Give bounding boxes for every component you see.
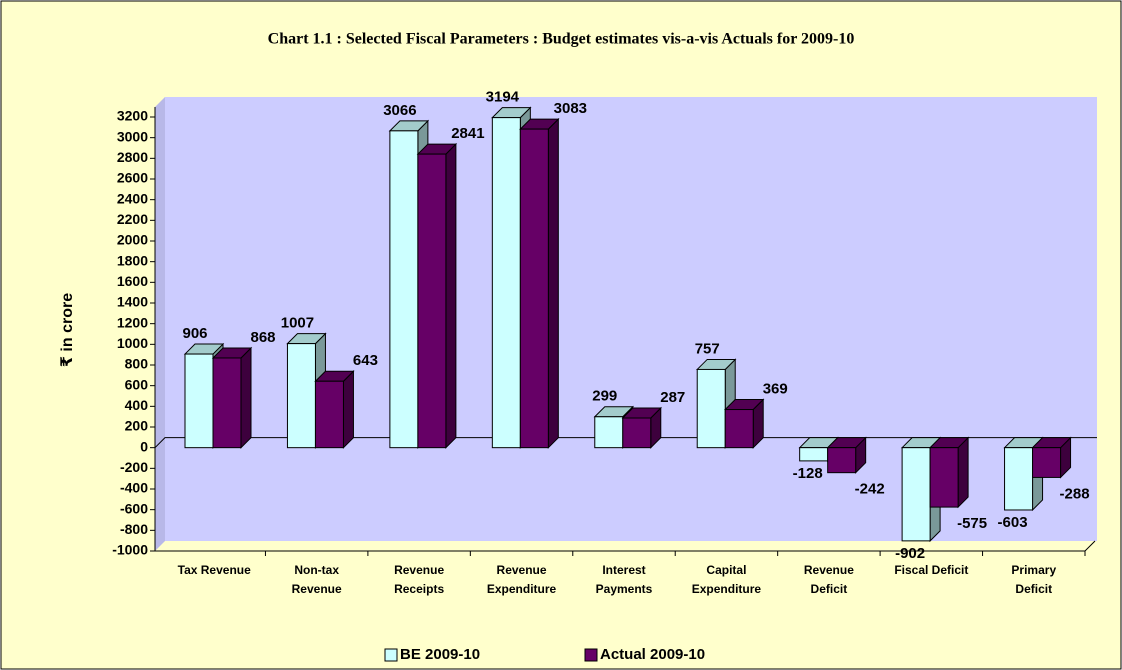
bar [212, 357, 242, 449]
x-tick-label: Revenue Receipts [394, 563, 444, 596]
legend-swatch [384, 648, 398, 662]
value-label: 3066 [383, 102, 416, 119]
x-tick-label: Non-tax Revenue [292, 563, 342, 596]
value-label: 3083 [554, 100, 587, 117]
y-tick-label: -400 [120, 480, 148, 496]
y-tick-label: 400 [125, 397, 149, 413]
value-label: 287 [660, 389, 685, 406]
value-label: 3194 [486, 89, 520, 106]
legend-swatch [584, 648, 598, 662]
bar [389, 130, 419, 449]
y-tick-label: 200 [125, 418, 149, 434]
bar [286, 343, 316, 449]
y-tick-label: -800 [120, 521, 148, 537]
plot-side-wall [155, 97, 165, 551]
value-label: -242 [855, 481, 885, 498]
x-tick-label: Fiscal Deficit [894, 563, 968, 577]
x-tick-label: Primary Deficit [1011, 563, 1056, 596]
chart-title: Chart 1.1 : Selected Fiscal Parameters :… [268, 31, 855, 48]
value-label: 643 [353, 352, 378, 369]
y-tick-label: 600 [125, 376, 149, 392]
bar [901, 447, 931, 542]
y-tick-label: -1000 [112, 542, 148, 558]
bar [314, 380, 344, 449]
y-axis-label: ₹ in crore [59, 293, 76, 367]
value-label: -603 [998, 514, 1028, 531]
bar [519, 128, 549, 449]
bar [1004, 447, 1034, 511]
bar-side [342, 370, 354, 449]
y-tick-label: -600 [120, 500, 148, 516]
y-tick-label: 3000 [117, 128, 148, 144]
bar [696, 368, 726, 449]
x-tick-label: Tax Revenue [178, 563, 251, 577]
value-label: 299 [592, 388, 617, 405]
bar [491, 117, 521, 449]
bar-side [240, 346, 252, 449]
bar [929, 447, 959, 508]
y-tick-label: -200 [120, 459, 148, 475]
bar [724, 409, 754, 449]
value-label: 906 [182, 325, 207, 342]
y-tick-label: 3200 [117, 108, 148, 124]
y-tick-label: 2000 [117, 232, 148, 248]
x-tick-label: Capital Expenditure [692, 563, 762, 596]
bar-side [547, 117, 559, 449]
legend-label: BE 2009-10 [400, 646, 480, 663]
y-tick-label: 2200 [117, 211, 148, 227]
x-tick-label: Interest Payments [596, 563, 653, 596]
value-label: -902 [895, 545, 925, 562]
bar [594, 416, 624, 449]
bar [622, 417, 652, 449]
y-tick-label: 2800 [117, 149, 148, 165]
bar [799, 447, 829, 462]
value-label: -288 [1060, 485, 1090, 502]
bar-side [957, 436, 969, 509]
value-label: -575 [957, 515, 987, 532]
y-tick-label: 1400 [117, 294, 148, 310]
value-label: 2841 [451, 125, 484, 142]
bar [184, 353, 214, 449]
legend-label: Actual 2009-10 [600, 646, 705, 663]
y-tick-label: 1000 [117, 335, 148, 351]
y-tick-label: 1600 [117, 273, 148, 289]
bar [1032, 447, 1062, 478]
bar-side [445, 142, 457, 449]
zero-line [154, 437, 1097, 449]
x-tick-label: Revenue Expenditure [487, 563, 557, 596]
value-label: 1007 [281, 315, 314, 332]
bar [827, 447, 857, 474]
bar [417, 153, 447, 449]
y-tick-label: 800 [125, 356, 149, 372]
y-tick-label: 0 [140, 438, 148, 454]
value-label: -128 [793, 465, 823, 482]
x-tick-label: Revenue Deficit [804, 563, 854, 596]
y-tick-label: 2400 [117, 190, 148, 206]
value-label: 369 [763, 381, 788, 398]
y-tick-label: 1200 [117, 314, 148, 330]
value-label: 757 [695, 340, 720, 357]
y-tick-label: 1800 [117, 252, 148, 268]
value-label: 868 [250, 329, 275, 346]
y-tick-label: 2600 [117, 170, 148, 186]
